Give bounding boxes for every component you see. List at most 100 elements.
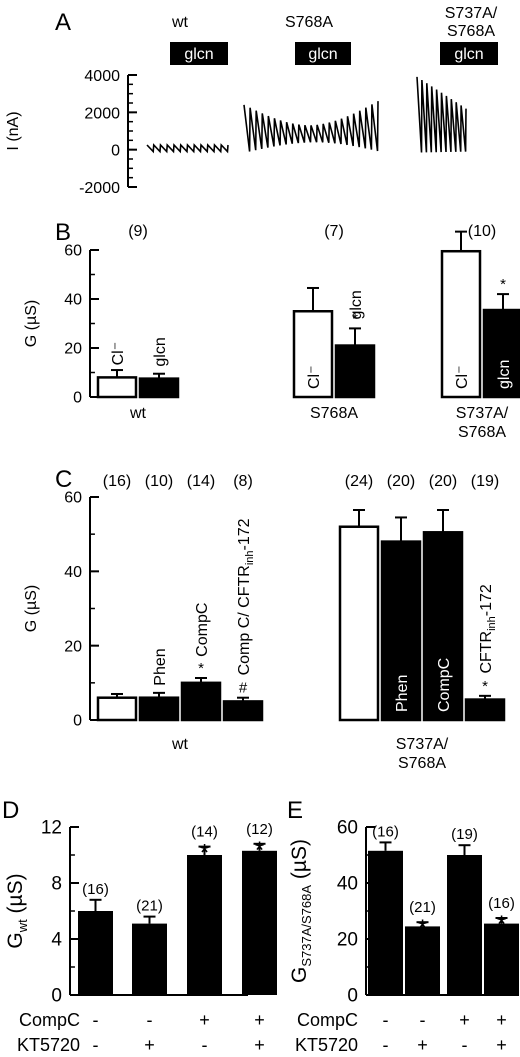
panel-label-c: C (55, 466, 72, 493)
bar-1 (78, 911, 113, 995)
panel-a-tick-label: 4000 (84, 68, 120, 85)
treatment-mark: - (147, 1010, 153, 1030)
n-count: (12) (246, 821, 273, 838)
treatment-mark: + (144, 1035, 155, 1055)
bar-4 (242, 850, 277, 995)
n-count: (24) (345, 473, 373, 490)
bar-label: Cl⁻ (306, 365, 323, 389)
panelB-y-axis-label: G (µS) (23, 300, 40, 347)
significance-marker: * (497, 911, 506, 938)
treatment-mark: + (496, 1010, 507, 1030)
trace-label-1: S768A (285, 14, 333, 31)
panelC-tick-label: 40 (64, 564, 82, 581)
treatment-mark: + (417, 1035, 428, 1055)
bar-Comp C/ CFTR (222, 700, 264, 722)
bar-label: glcn (152, 337, 169, 366)
panel-label-e: E (287, 797, 303, 824)
n-count: (20) (387, 473, 415, 490)
bar-2 (132, 923, 167, 995)
glcn-application-bar (440, 42, 498, 65)
glcn-bar-label: glcn (454, 46, 483, 63)
panel-c-bar-chart: 0 20 40 60 G (µS) (16) (10) Phen * (14) CompC # (8) C… (23, 473, 506, 772)
treatment-mark: - (93, 1010, 99, 1030)
bar-2 (405, 926, 440, 995)
panelD-tick-label: 8 (51, 874, 62, 895)
bar-label: glcn (348, 290, 365, 319)
treatment-mark: - (420, 1010, 426, 1030)
trace-1 (243, 101, 379, 152)
treatment-row-label: CompC (297, 1010, 358, 1030)
panelD-y-axis-label: Gwt (µS) (4, 873, 30, 948)
glcn-application-bar (170, 42, 228, 65)
n-count: (16) (488, 895, 515, 912)
bar-4 (484, 923, 519, 995)
bar-Phen (138, 696, 180, 722)
treatment-mark: - (462, 1035, 468, 1055)
group-label: S737A/S768A (456, 405, 509, 441)
significance-marker: * (352, 310, 358, 327)
n-count: (10) (145, 473, 173, 490)
bar-CFTR (464, 698, 506, 722)
glcn-bar-label: glcn (184, 46, 213, 63)
bar-CompC (180, 681, 222, 722)
n-count: (19) (451, 826, 478, 843)
significance-marker: * (255, 837, 264, 864)
bar-label: CompC (194, 603, 211, 657)
n-count: (21) (409, 899, 436, 916)
panel-label-d: D (2, 797, 19, 824)
bar-control (338, 525, 380, 722)
treatment-mark: - (93, 1035, 99, 1055)
panel-a-current-traces: 4000 2000 0 -2000 I (nA) wt glcn S768A glcn S737A… (5, 5, 498, 197)
glcn-application-bar (295, 42, 351, 65)
bar-3 (447, 855, 482, 995)
panel-label-b: B (55, 219, 71, 246)
n-count: (9) (128, 223, 148, 240)
panelD-tick-label: 12 (41, 818, 62, 839)
bar-glcn (138, 377, 180, 399)
treatment-mark: + (254, 1035, 265, 1055)
panelE-tick-label: 0 (347, 986, 358, 1007)
bar-label: Cl⁻ (110, 342, 127, 366)
bar-Cl⁻ (96, 376, 138, 399)
panelD-tick-label: 4 (51, 930, 62, 951)
bar-control (96, 696, 138, 722)
bar-label: Cl⁻ (454, 365, 471, 389)
trace-0 (146, 143, 229, 154)
panelC-y-axis-label: G (µS) (23, 585, 40, 632)
panelE-tick-label: 20 (337, 930, 358, 951)
trace-label-2: S737A/S768A (445, 5, 498, 40)
treatment-row-label: CompC (19, 1010, 80, 1030)
treatment-mark: + (254, 1010, 265, 1030)
bar-3 (187, 855, 222, 995)
panelC-tick-label: 20 (64, 638, 82, 655)
panelC-tick-label: 60 (64, 490, 82, 507)
significance-marker: * (200, 840, 209, 867)
panel-label-a: A (55, 9, 71, 36)
panelE-tick-label: 60 (337, 818, 358, 839)
treatment-mark: - (202, 1035, 208, 1055)
treatment-mark: - (383, 1035, 389, 1055)
treatment-mark: + (496, 1035, 507, 1055)
bar-1 (368, 850, 403, 995)
bar-Cl⁻ (440, 249, 482, 399)
treatment-mark: - (383, 1010, 389, 1030)
n-count: (14) (187, 473, 215, 490)
n-count: (8) (233, 473, 253, 490)
treatment-row-label: KT5720 (17, 1035, 80, 1055)
group-label: wt (171, 736, 189, 753)
panelE-tick-label: 40 (337, 874, 358, 895)
panelE-y-axis-label: GS737A/S768A (µS) (288, 839, 314, 983)
panel-a-y-axis-label: I (nA) (5, 111, 22, 150)
bar-label: glcn (496, 360, 513, 389)
n-count: (16) (82, 881, 109, 898)
bar-label: Comp C/ CFTRinh-172 (236, 518, 256, 675)
panelB-tick-label: 60 (64, 243, 82, 260)
n-count: (14) (191, 824, 218, 841)
trace-2 (416, 76, 467, 153)
group-label: wt (129, 405, 147, 422)
significance-marker: * (482, 678, 488, 695)
bar-label: CFTRinh-172 (478, 584, 498, 673)
